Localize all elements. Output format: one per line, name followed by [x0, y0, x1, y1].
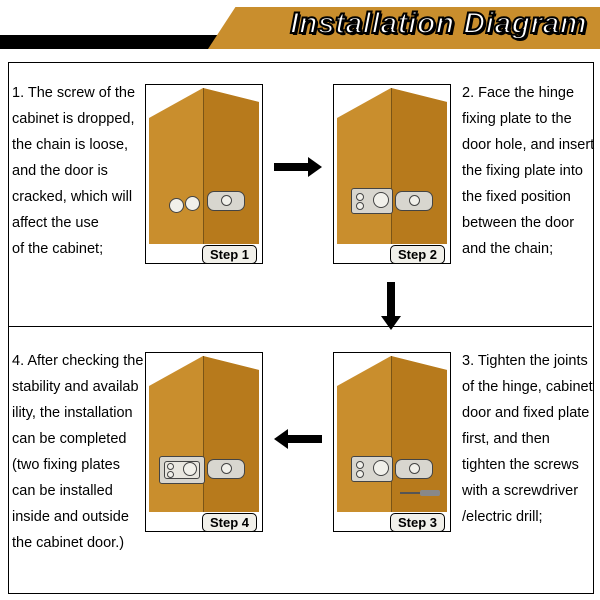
screw-hole-icon: [167, 463, 174, 470]
step-3-text: 3. Tighten the jointsof the hinge, cabin…: [462, 348, 596, 530]
hinge-hole-icon: [409, 195, 420, 206]
hole-icon: [185, 196, 200, 211]
step-2-text: 2. Face the hingefixing plate to thedoor…: [462, 80, 596, 262]
title-bar: Installation Diagram: [0, 7, 600, 47]
page-title: Installation Diagram: [290, 7, 587, 41]
step-1-text: 1. The screw of thecabinet is dropped,th…: [12, 80, 146, 262]
step-4-tag: Step 4: [202, 513, 257, 532]
step-4-text: 4. After checking thestability and avail…: [12, 348, 146, 556]
screw-hole-icon: [356, 470, 364, 478]
hinge-hole-icon: [409, 463, 420, 474]
hole-icon: [169, 198, 184, 213]
step-3-tag: Step 3: [390, 513, 445, 532]
screw-hole-icon: [356, 193, 364, 201]
screw-hole-icon: [167, 471, 174, 478]
screw-hole-icon: [356, 461, 364, 469]
diagram-root: Installation Diagram 1. The screw of the…: [0, 0, 600, 600]
step-2-tag: Step 2: [390, 245, 445, 264]
plate-cup-icon: [183, 462, 197, 476]
arrow-right-icon: [274, 160, 322, 174]
hinge-hole-icon: [221, 463, 232, 474]
plate-cup-icon: [373, 192, 389, 208]
arrow-down-icon: [384, 282, 398, 330]
step-1-panel: [149, 88, 259, 246]
arrow-left-icon: [274, 432, 322, 446]
step-4-panel: [149, 356, 259, 514]
screwdriver-icon: [400, 490, 440, 496]
step-1-tag: Step 1: [202, 245, 257, 264]
plate-cup-icon: [373, 460, 389, 476]
screw-hole-icon: [356, 202, 364, 210]
row-divider: [8, 326, 592, 327]
step-2-panel: [337, 88, 447, 246]
hinge-hole-icon: [221, 195, 232, 206]
